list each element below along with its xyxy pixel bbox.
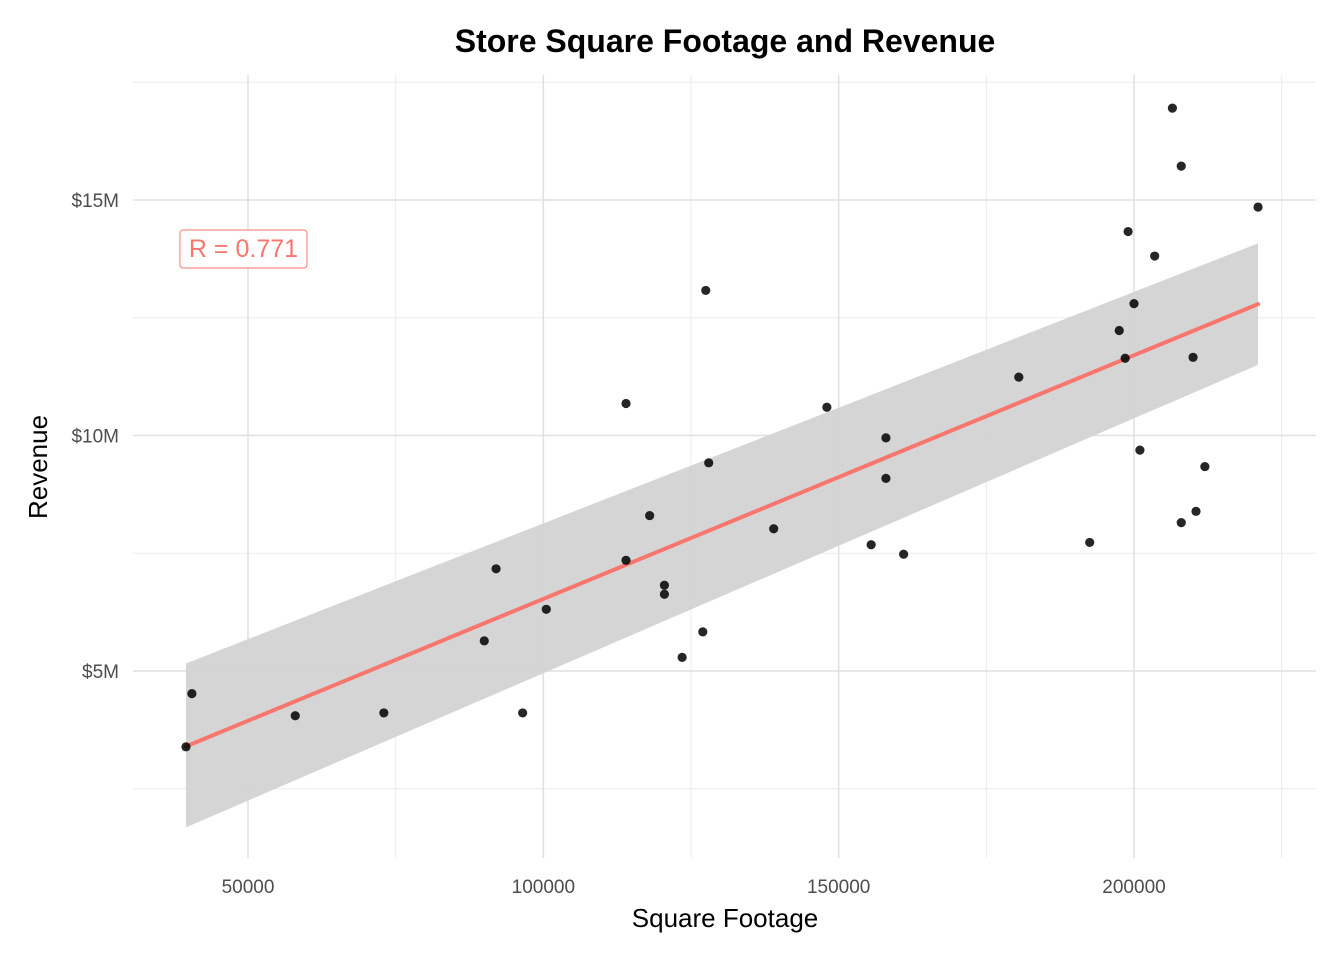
data-points — [181, 103, 1263, 752]
x-tick-label: 200000 — [1102, 877, 1165, 898]
data-point — [1150, 251, 1160, 261]
data-point — [1253, 202, 1263, 212]
data-point — [479, 636, 489, 646]
data-point — [1114, 325, 1124, 336]
data-point — [677, 652, 687, 662]
data-point — [1123, 226, 1133, 237]
x-tick-labels: 50000 100000 150000 200000 — [222, 877, 1166, 898]
x-axis-title: Square Footage — [632, 903, 818, 933]
data-point — [1167, 103, 1177, 113]
data-point — [1176, 518, 1186, 528]
y-tick-label: $10M — [71, 427, 119, 448]
data-point — [518, 708, 528, 718]
annotation-box — [179, 229, 308, 269]
data-point — [1120, 353, 1130, 363]
data-point — [704, 458, 714, 468]
x-tick-label: 150000 — [807, 877, 870, 898]
annotation-text: R = 0.771 — [189, 235, 298, 263]
x-tick-label: 50000 — [222, 877, 275, 898]
chart-title: Store Square Footage and Revenue — [455, 23, 996, 59]
y-axis-title: Revenue — [23, 415, 53, 519]
y-tick-label: $15M — [71, 191, 119, 212]
y-tick-label: $5M — [82, 662, 119, 683]
data-point — [621, 398, 631, 409]
data-point — [1191, 506, 1201, 516]
data-point — [1200, 461, 1210, 472]
data-point — [866, 540, 876, 550]
data-point — [899, 549, 909, 559]
data-point — [187, 689, 197, 699]
correlation-annotation: R = 0.771 — [179, 229, 308, 269]
data-point — [659, 580, 670, 590]
data-point — [1085, 537, 1095, 548]
data-point — [698, 627, 708, 637]
data-point — [1014, 372, 1024, 382]
data-point — [701, 285, 711, 296]
data-point — [645, 510, 655, 521]
trend-line — [183, 302, 1261, 749]
data-point — [881, 473, 891, 483]
data-point — [621, 555, 631, 565]
data-point — [541, 604, 551, 614]
data-point — [822, 402, 832, 412]
confidence-band — [185, 243, 1259, 828]
data-point — [1129, 299, 1139, 309]
data-point — [881, 433, 891, 443]
data-point — [659, 589, 670, 599]
data-point — [379, 708, 389, 718]
data-point — [769, 524, 779, 534]
data-point — [1188, 352, 1198, 362]
data-point — [491, 564, 501, 574]
x-tick-label: 100000 — [512, 877, 575, 898]
data-point — [1135, 445, 1145, 455]
data-point — [290, 711, 300, 721]
data-point — [181, 742, 191, 752]
y-tick-labels: $5M $10M $15M — [71, 191, 119, 683]
data-point — [1176, 161, 1186, 171]
